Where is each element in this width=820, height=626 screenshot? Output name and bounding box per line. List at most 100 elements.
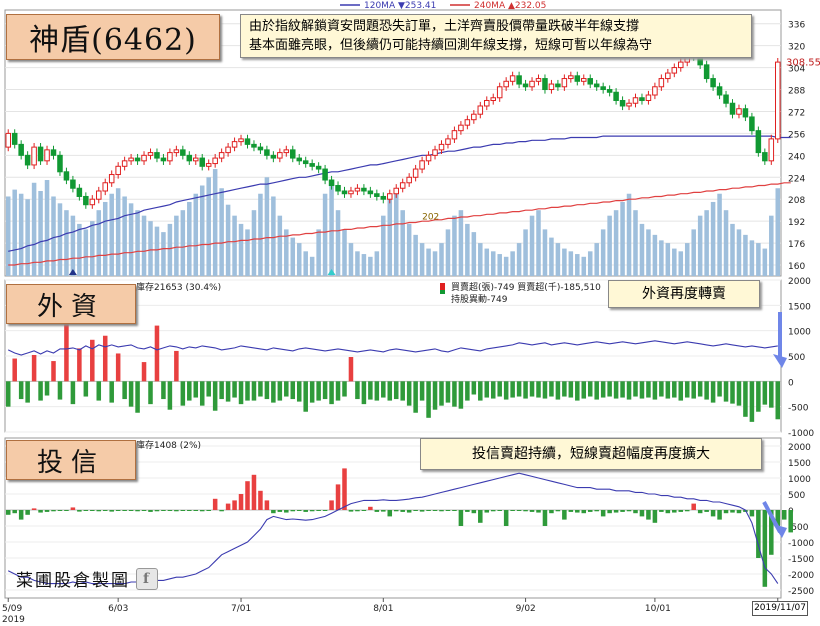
trust-bar — [199, 510, 205, 512]
foreign-bar — [678, 381, 684, 401]
volume-bar — [77, 223, 82, 276]
volume-bar — [484, 248, 490, 276]
foreign-bar — [296, 381, 302, 402]
stock-title: 神盾(6462) — [6, 14, 220, 60]
foreign-bar — [70, 381, 76, 405]
watermark: 菜圃股倉製圖 f — [16, 566, 158, 591]
trust-bar — [775, 510, 781, 526]
trust-bar — [258, 490, 263, 510]
candle-body — [490, 97, 496, 101]
foreign-info-swatch — [440, 290, 445, 294]
price-tick-label: 240 — [788, 152, 805, 162]
candle-body — [348, 190, 354, 195]
trust-bar — [18, 510, 24, 520]
trust-title: 投信 — [6, 440, 136, 480]
candle-body — [57, 154, 63, 173]
trust-bar — [471, 510, 477, 514]
volume-bar — [497, 254, 502, 276]
trust-bar — [51, 510, 56, 512]
trust-bar — [77, 510, 82, 512]
trust-bar — [303, 510, 308, 512]
volume-bar — [723, 210, 729, 276]
volume-bar — [206, 177, 211, 276]
foreign-bar — [161, 381, 166, 400]
foreign-bar — [406, 381, 412, 406]
volume-bar — [730, 223, 735, 276]
trust-bar — [710, 510, 716, 517]
foreign-bar — [64, 321, 69, 382]
volume-bar — [736, 229, 742, 276]
volume-bar — [38, 190, 43, 276]
candle-body — [393, 187, 399, 195]
volume-bar — [445, 229, 451, 276]
volume-bar — [691, 229, 696, 276]
volume-bar — [478, 243, 483, 276]
candle-body — [419, 160, 425, 170]
ma240-line — [8, 182, 791, 266]
foreign-bar — [199, 381, 205, 406]
headline-note: 由於指紋解鎖資安問題恐失訂單，土洋齊賣股價帶量跌破半年線支撐 基本面雖亮眼，但後… — [240, 14, 752, 58]
volume-bar — [128, 203, 134, 276]
trust-bar — [90, 510, 95, 511]
volume-bar — [529, 215, 535, 276]
foreign-bar — [109, 381, 114, 403]
trust-bar — [161, 510, 166, 511]
volume-bar — [665, 243, 671, 276]
foreign-bar — [769, 381, 774, 408]
foreign-bar — [31, 354, 37, 382]
volume-bar — [264, 177, 270, 276]
foreign-bar — [258, 381, 263, 397]
volume-bar — [232, 215, 237, 276]
volume-bar — [406, 223, 412, 276]
candle-body — [561, 78, 568, 88]
foreign-tick-label: 2000 — [788, 277, 811, 287]
trust-bar — [646, 510, 651, 520]
candle-body — [257, 146, 264, 151]
trust-bar — [102, 510, 108, 511]
price-tick-label: 304 — [788, 65, 805, 75]
candle-body — [341, 190, 348, 195]
trust-bar — [154, 510, 160, 512]
candle-body — [76, 187, 83, 197]
trust-bar — [542, 510, 548, 526]
candle-body — [432, 149, 438, 156]
volume-bar — [575, 254, 580, 276]
trust-bar — [756, 510, 761, 558]
trust-bar — [57, 510, 63, 511]
facebook-f-icon[interactable]: f — [136, 567, 158, 590]
foreign-bar — [90, 339, 95, 382]
headline-line-2: 基本面雖亮眼，但後續仍可能持續回測年線支撐，短線可暫以年線為守 — [249, 38, 653, 53]
candle-body — [451, 130, 458, 140]
trust-bar — [549, 510, 554, 514]
trust-bar — [413, 510, 418, 511]
trust-bar — [135, 510, 140, 512]
trust-bar — [672, 510, 677, 513]
x-tick-label: 6/03 — [108, 604, 128, 614]
trust-bar — [503, 510, 509, 526]
volume-bar — [212, 169, 218, 276]
trust-bar — [639, 510, 645, 517]
foreign-bar — [568, 381, 574, 398]
trust-bar — [620, 510, 625, 512]
foreign-bar — [51, 361, 56, 382]
price-tick-label: 208 — [788, 196, 805, 206]
volume-bar — [620, 201, 625, 276]
foreign-bar — [736, 381, 742, 406]
volume-bar — [594, 243, 599, 276]
foreign-bar — [219, 381, 224, 400]
candle-body — [63, 171, 70, 181]
foreign-bar — [710, 381, 716, 403]
candle-body — [205, 163, 212, 167]
candle-body — [555, 83, 561, 88]
foreign-bar — [174, 350, 179, 382]
volume-bar — [135, 210, 140, 276]
foreign-bar — [25, 381, 30, 403]
foreign-bar — [471, 381, 477, 395]
foreign-bar — [529, 381, 535, 397]
foreign-bar — [271, 381, 276, 403]
trust-bar — [490, 510, 496, 512]
trust-bar — [309, 510, 315, 512]
trust-bar — [322, 510, 328, 511]
candle-body — [568, 75, 574, 80]
